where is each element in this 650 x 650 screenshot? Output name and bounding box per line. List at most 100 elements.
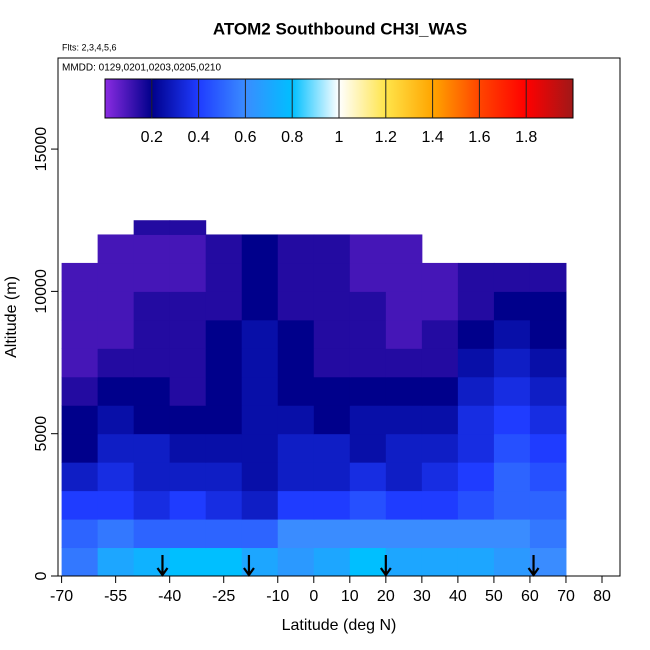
y-tick-label: 0 [33,571,50,580]
heatmap-cell [169,220,207,235]
heatmap-cell [205,376,243,406]
heatmap-cell [457,291,495,321]
heatmap-cell [277,291,315,321]
plot-frame [57,57,621,577]
heatmap-cell [277,433,315,463]
heatmap-cell [349,376,387,406]
arrow [379,555,392,577]
heatmap-cell [529,291,567,321]
heatmap-cell [493,348,531,378]
heatmap-cell [457,262,495,292]
heatmap-cell [241,462,279,492]
heatmap-cell [277,348,315,378]
heatmap-cell [97,433,135,463]
heatmap-cell [97,234,135,264]
heatmap-cell [313,234,351,264]
heatmap-cell [457,490,495,520]
heatmap-cell [133,376,171,406]
heatmap-cell [205,519,243,549]
colorbar-tick-label: 0.8 [281,129,303,146]
heatmap-cell [529,519,567,549]
heatmap-cell [421,547,459,577]
heatmap-cell [313,490,351,520]
heatmap-cell [385,405,423,435]
heatmap-cell [313,262,351,292]
arrow [527,555,540,577]
heatmap-cell [493,319,531,349]
heatmap-cell [205,319,243,349]
heatmap-cell [385,376,423,406]
heatmap-cell [421,519,459,549]
arrow [156,555,169,577]
heatmap-cell [277,519,315,549]
heatmap-cell [277,319,315,349]
heatmap-cell [169,234,207,264]
heatmap-cell [529,262,567,292]
x-tick-label: -40 [158,588,181,605]
heatmap-cell [133,462,171,492]
heatmap-cell [457,319,495,349]
heatmap-cell [385,262,423,292]
heatmap-cell [529,348,567,378]
heatmap-cell [169,405,207,435]
heatmap-cell [97,319,135,349]
heatmap-cell [169,348,207,378]
heatmap-cell [385,319,423,349]
heatmap-cell [133,234,171,264]
colorbar-tick-label: 1 [335,129,344,146]
heatmap-cell [493,405,531,435]
heatmap-cell [97,490,135,520]
heatmap-cell [349,348,387,378]
heatmap-cell [277,234,315,264]
heatmap-cell [61,433,99,463]
heatmap-cell [169,262,207,292]
heatmap-cell [493,547,531,577]
annotation: MMDD: 0129,0201,0203,0205,0210 [62,63,221,74]
heatmap-cell [97,262,135,292]
heatmap-cell [205,433,243,463]
heatmap-cell [133,348,171,378]
heatmap-cell [61,462,99,492]
x-tick-label: 80 [593,588,611,605]
heatmap-cell [493,519,531,549]
heatmap-cell [313,433,351,463]
heatmap-cell [241,348,279,378]
heatmap-cell [421,405,459,435]
heatmap-cell [97,348,135,378]
heatmap-cell [385,462,423,492]
heatmap-cell [205,291,243,321]
heatmap-cell [133,262,171,292]
heatmap-cell [61,291,99,321]
heatmap-cell [277,547,315,577]
heatmap-cell [385,490,423,520]
heatmap-cell [421,348,459,378]
heatmap-cell [169,319,207,349]
heatmap-cell [241,490,279,520]
heatmap-cell [493,462,531,492]
colorbar-tick-label: 1.4 [421,129,443,146]
heatmap-cell [277,490,315,520]
heatmap-cell [457,348,495,378]
heatmap-cell [241,291,279,321]
heatmap-cell [61,348,99,378]
heatmap-cell [421,462,459,492]
heatmap-cell [61,405,99,435]
heatmap-cell [61,319,99,349]
heatmap-cell [277,462,315,492]
y-tick-label: 5000 [33,416,50,452]
heatmap-cell [493,291,531,321]
heatmap-cell [349,519,387,549]
heatmap-cell [313,519,351,549]
heatmap-cell [97,405,135,435]
heatmap-cell [349,291,387,321]
colorbar-tick-label: 0.4 [187,129,209,146]
heatmap-cell [133,319,171,349]
heatmap-cell [313,376,351,406]
heatmap-cell [205,405,243,435]
heatmap-cell [457,462,495,492]
colorbar-tick-label: 1.6 [468,129,490,146]
heatmap-cell [277,405,315,435]
heatmap-cell [169,490,207,520]
